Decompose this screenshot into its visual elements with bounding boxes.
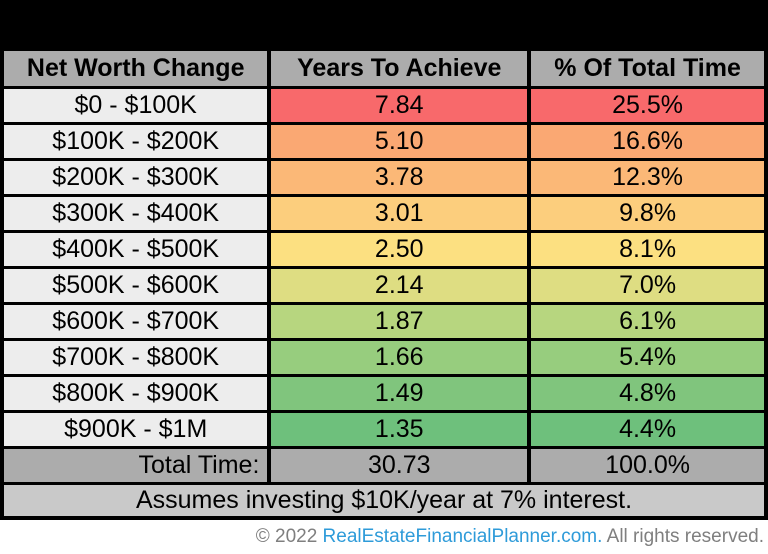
years-to-achieve-cell: 1.87 xyxy=(267,302,532,341)
realestatefinancialplanner-link[interactable]: RealEstateFinancialPlanner.com. xyxy=(322,526,603,547)
table-row: $400K - $500K 2.50 8.1% xyxy=(0,230,768,269)
years-to-achieve-cell: 7.84 xyxy=(267,86,532,125)
assumptions-note: Assumes investing $10K/year at 7% intere… xyxy=(0,482,768,520)
years-to-achieve-cell: 2.50 xyxy=(267,230,532,269)
net-worth-table: Net Worth Change Years To Achieve % Of T… xyxy=(0,47,768,520)
net-worth-range-cell: $500K - $600K xyxy=(0,266,272,305)
years-to-achieve-cell: 1.66 xyxy=(267,338,532,377)
copyright-bar: © 2022 RealEstateFinancialPlanner.com. A… xyxy=(0,520,768,554)
copyright-prefix: © 2022 xyxy=(255,526,323,547)
net-worth-range-cell: $300K - $400K xyxy=(0,194,272,233)
total-time-label: Total Time: xyxy=(0,446,272,485)
net-worth-range-cell: $100K - $200K xyxy=(0,122,272,161)
pct-of-total-time-cell: 12.3% xyxy=(527,158,768,197)
pct-of-total-time-cell: 4.4% xyxy=(527,410,768,449)
pct-of-total-time-cell: 25.5% xyxy=(527,86,768,125)
total-pct-value: 100.0% xyxy=(527,446,768,485)
table-row: $300K - $400K 3.01 9.8% xyxy=(0,194,768,233)
pct-of-total-time-cell: 4.8% xyxy=(527,374,768,413)
pct-of-total-time-cell: 9.8% xyxy=(527,194,768,233)
table-row: $200K - $300K 3.78 12.3% xyxy=(0,158,768,197)
pct-of-total-time-cell: 16.6% xyxy=(527,122,768,161)
col-header-pct-of-total-time: % Of Total Time xyxy=(527,47,768,89)
net-worth-range-cell: $700K - $800K xyxy=(0,338,272,377)
net-worth-range-cell: $600K - $700K xyxy=(0,302,272,341)
top-black-band xyxy=(0,0,768,47)
table-row: $100K - $200K 5.10 16.6% xyxy=(0,122,768,161)
net-worth-range-cell: $800K - $900K xyxy=(0,374,272,413)
years-to-achieve-cell: 3.78 xyxy=(267,158,532,197)
col-header-net-worth-change: Net Worth Change xyxy=(0,47,272,89)
note-row: Assumes investing $10K/year at 7% intere… xyxy=(0,482,768,520)
total-row: Total Time: 30.73 100.0% xyxy=(0,446,768,485)
table-row: $600K - $700K 1.87 6.1% xyxy=(0,302,768,341)
net-worth-range-cell: $200K - $300K xyxy=(0,158,272,197)
table-row: $900K - $1M 1.35 4.4% xyxy=(0,410,768,449)
table-row: $800K - $900K 1.49 4.8% xyxy=(0,374,768,413)
total-years-value: 30.73 xyxy=(267,446,532,485)
net-worth-range-cell: $900K - $1M xyxy=(0,410,272,449)
net-worth-range-cell: $400K - $500K xyxy=(0,230,272,269)
pct-of-total-time-cell: 8.1% xyxy=(527,230,768,269)
header-row: Net Worth Change Years To Achieve % Of T… xyxy=(0,47,768,89)
col-header-years-to-achieve: Years To Achieve xyxy=(267,47,532,89)
pct-of-total-time-cell: 7.0% xyxy=(527,266,768,305)
years-to-achieve-cell: 1.49 xyxy=(267,374,532,413)
copyright-suffix: All rights reserved. xyxy=(602,526,764,547)
years-to-achieve-cell: 5.10 xyxy=(267,122,532,161)
years-to-achieve-cell: 3.01 xyxy=(267,194,532,233)
table-row: $500K - $600K 2.14 7.0% xyxy=(0,266,768,305)
pct-of-total-time-cell: 5.4% xyxy=(527,338,768,377)
table-row: $700K - $800K 1.66 5.4% xyxy=(0,338,768,377)
years-to-achieve-cell: 2.14 xyxy=(267,266,532,305)
pct-of-total-time-cell: 6.1% xyxy=(527,302,768,341)
net-worth-range-cell: $0 - $100K xyxy=(0,86,272,125)
years-to-achieve-cell: 1.35 xyxy=(267,410,532,449)
table-row: $0 - $100K 7.84 25.5% xyxy=(0,86,768,125)
